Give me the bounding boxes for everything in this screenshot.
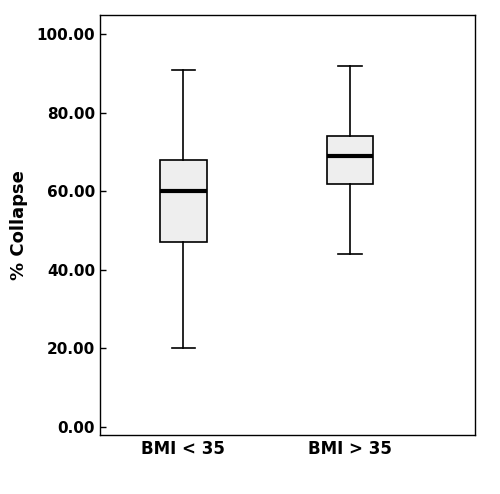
PathPatch shape: [326, 136, 374, 184]
Y-axis label: % Collapse: % Collapse: [10, 170, 28, 280]
PathPatch shape: [160, 160, 206, 243]
